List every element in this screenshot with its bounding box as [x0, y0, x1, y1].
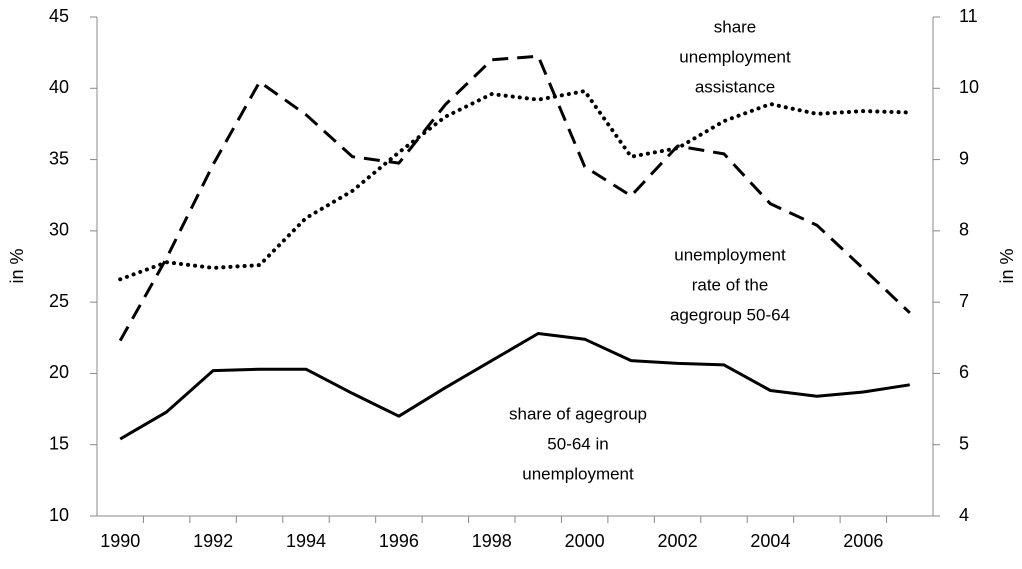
y2-tick-label: 7	[959, 291, 969, 311]
y2-tick-label: 11	[959, 6, 978, 26]
y-tick-label: 25	[49, 291, 69, 311]
y2-tick-label: 9	[959, 148, 969, 168]
series-annotation: unemployment	[674, 245, 786, 264]
y-axis-title: in %	[7, 248, 27, 283]
x-tick-label: 2002	[658, 531, 698, 551]
y-tick-label: 35	[49, 148, 69, 168]
series-annotation: agegroup 50-64	[670, 305, 790, 324]
x-tick-label: 2004	[750, 531, 790, 551]
y-tick-label: 45	[49, 6, 69, 26]
series-annotation: 50-64 in	[547, 434, 608, 453]
y-tick-label: 40	[49, 77, 69, 97]
y2-tick-label: 10	[959, 77, 979, 97]
y-tick-label: 20	[49, 362, 69, 382]
y-tick-label: 30	[49, 220, 69, 240]
x-tick-label: 1994	[286, 531, 326, 551]
y-tick-label: 15	[49, 433, 69, 453]
y-tick-label: 10	[49, 505, 69, 525]
y2-tick-label: 5	[959, 433, 969, 453]
y2-axis-title: in %	[997, 248, 1017, 283]
series-annotation: share of agegroup	[509, 404, 647, 423]
x-tick-label: 2000	[565, 531, 605, 551]
y2-tick-label: 4	[959, 505, 969, 525]
series-annotation: assistance	[695, 77, 775, 96]
x-tick-label: 1996	[379, 531, 419, 551]
x-tick-label: 1998	[472, 531, 512, 551]
x-tick-label: 1990	[100, 531, 140, 551]
y2-tick-label: 8	[959, 220, 969, 240]
series-annotation: unemployment	[679, 47, 791, 66]
x-tick-label: 1992	[193, 531, 233, 551]
series-annotation: share	[714, 17, 757, 36]
series-line	[119, 332, 911, 441]
series-annotation: rate of the	[692, 275, 769, 294]
x-tick-label: 2006	[843, 531, 883, 551]
series-annotation: unemployment	[522, 464, 634, 483]
y2-tick-label: 6	[959, 362, 969, 382]
series-line	[118, 54, 911, 342]
series-line	[118, 89, 912, 282]
